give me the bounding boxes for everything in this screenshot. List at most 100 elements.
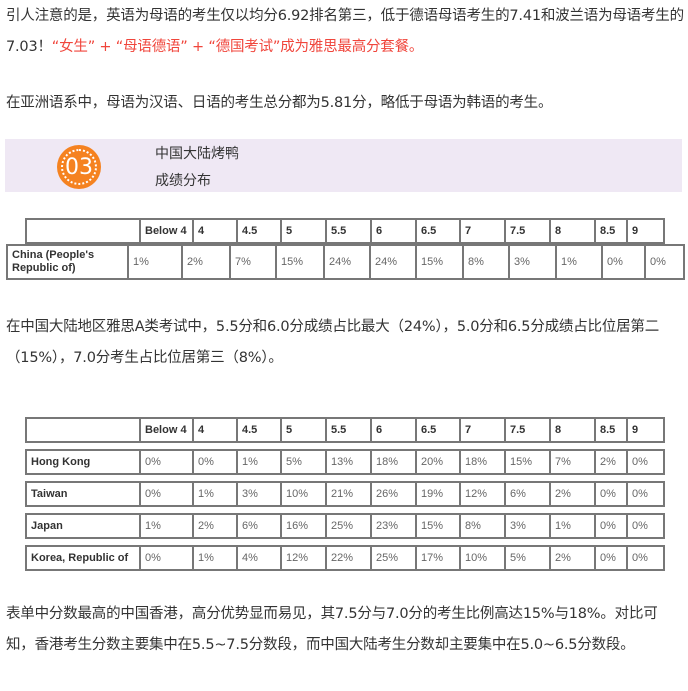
table-cell: 1% — [555, 244, 603, 280]
gap-cell — [550, 474, 595, 482]
table-cell: 10% — [459, 545, 506, 571]
header-cell: Korea, Republic of — [25, 545, 141, 571]
gap-cell — [326, 474, 371, 482]
header-cell — [25, 218, 141, 244]
header-cell: 6.5 — [415, 417, 461, 443]
table-cell: 2% — [594, 449, 628, 475]
gap-cell — [505, 538, 550, 546]
header-cell: 6 — [370, 218, 417, 244]
gap-cell — [193, 474, 237, 482]
header-cell: 7 — [459, 218, 506, 244]
table-cell: 19% — [415, 481, 461, 507]
row-gap — [26, 474, 664, 482]
region-score-table: Below 4 4 4.5 5 5.5 6 6.5 7 7.5 8 8.5 9 Hong Kong 0% 0… — [25, 417, 665, 571]
header-cell: 6 — [370, 417, 417, 443]
table-cell: 7% — [229, 244, 277, 280]
gap-cell — [550, 538, 595, 546]
header-cell: 4 — [192, 417, 238, 443]
table-cell: 25% — [325, 513, 372, 539]
gap-cell — [26, 538, 140, 546]
table-cell: 16% — [280, 513, 327, 539]
section-subtitle: 成绩分布 — [155, 173, 211, 189]
table-cell: 12% — [280, 545, 327, 571]
gap-cell — [281, 506, 326, 514]
gap-cell — [193, 506, 237, 514]
gap-cell — [416, 506, 460, 514]
table-cell: 7% — [549, 449, 596, 475]
gap-cell — [371, 442, 416, 450]
table-cell: 18% — [459, 449, 506, 475]
header-cell: 8.5 — [594, 218, 628, 244]
table-cell: 0% — [626, 545, 665, 571]
header-cell: 5 — [280, 417, 327, 443]
table-cell: 13% — [325, 449, 372, 475]
table-cell: 3% — [504, 513, 551, 539]
gap-cell — [416, 538, 460, 546]
section-title: 中国大陆烤鸭 — [155, 146, 239, 162]
gap-cell — [326, 442, 371, 450]
table-cell: 0% — [594, 513, 628, 539]
gap-cell — [193, 442, 237, 450]
header-row: Below 4 4 4.5 5 5.5 6 6.5 7 7.5 8 8.5 9 — [25, 218, 665, 244]
header-cell: 9 — [626, 417, 665, 443]
header-cell: Japan — [25, 513, 141, 539]
gap-cell — [237, 506, 281, 514]
table-row: Hong Kong 0% 0% 1% 5% 13% 18% 20% 18% 15% 7% 2% 0% — [25, 449, 665, 475]
table-cell: 2% — [549, 481, 596, 507]
gap-cell — [26, 506, 140, 514]
table-cell: 15% — [504, 449, 551, 475]
table-cell: 2% — [192, 513, 238, 539]
gap-cell — [460, 442, 505, 450]
gap-cell — [416, 442, 460, 450]
paragraph-china-analysis: 在中国大陆地区雅思A类考试中，5.5分和6.0分成绩占比最大（24%），5.0分… — [6, 319, 660, 366]
table-cell: 24% — [323, 244, 371, 280]
table-cell: 1% — [549, 513, 596, 539]
header-cell: 6.5 — [415, 218, 461, 244]
header-cell: 7.5 — [504, 218, 551, 244]
gap-cell — [505, 474, 550, 482]
table-cell: 0% — [139, 449, 194, 475]
gap-cell — [371, 538, 416, 546]
china-score-table-header: Below 4 4 4.5 5 5.5 6 6.5 7 7.5 8 8.5 9 — [25, 218, 665, 244]
table-cell: 0% — [139, 545, 194, 571]
table-cell: 4% — [236, 545, 282, 571]
gap-cell — [326, 506, 371, 514]
table-cell: 0% — [626, 449, 665, 475]
gap-cell — [237, 538, 281, 546]
table-cell: 8% — [462, 244, 510, 280]
gap-cell — [26, 474, 140, 482]
table-cell: 22% — [325, 545, 372, 571]
header-cell: 9 — [626, 218, 665, 244]
table-cell: 0% — [594, 481, 628, 507]
gap-cell — [281, 538, 326, 546]
table-cell: 21% — [325, 481, 372, 507]
table-cell: 1% — [236, 449, 282, 475]
gap-cell — [550, 506, 595, 514]
gap-cell — [505, 442, 550, 450]
table-cell: 2% — [181, 244, 231, 280]
table-cell: 25% — [370, 545, 417, 571]
table-cell: 10% — [280, 481, 327, 507]
row-gap — [26, 506, 664, 514]
table-cell: 0% — [626, 481, 665, 507]
gap-cell — [193, 538, 237, 546]
gap-cell — [371, 506, 416, 514]
table-cell: 17% — [415, 545, 461, 571]
header-cell: China (People's Republic of) — [6, 244, 129, 280]
gap-cell — [460, 474, 505, 482]
header-cell: 5.5 — [325, 417, 372, 443]
table-cell: 3% — [508, 244, 557, 280]
table-cell: 18% — [370, 449, 417, 475]
header-cell: 8.5 — [594, 417, 628, 443]
header-cell: 4.5 — [236, 417, 282, 443]
paragraph-native-language: 引人注意的是，英语为母语的考生仅以均分6.92排名第三，低于德语母语考生的7.4… — [6, 1, 686, 63]
table-cell: 24% — [369, 244, 417, 280]
table-cell: 6% — [236, 513, 282, 539]
gap-cell — [140, 506, 193, 514]
table-cell: 23% — [370, 513, 417, 539]
gap-cell — [416, 474, 460, 482]
header-cell: 5.5 — [325, 218, 372, 244]
table-cell: 1% — [139, 513, 194, 539]
header-cell: Below 4 — [139, 417, 194, 443]
paragraph-comparison: 表单中分数最高的中国香港，高分优势显而易见，其7.5分与7.0分的考生比例高达1… — [6, 606, 658, 653]
